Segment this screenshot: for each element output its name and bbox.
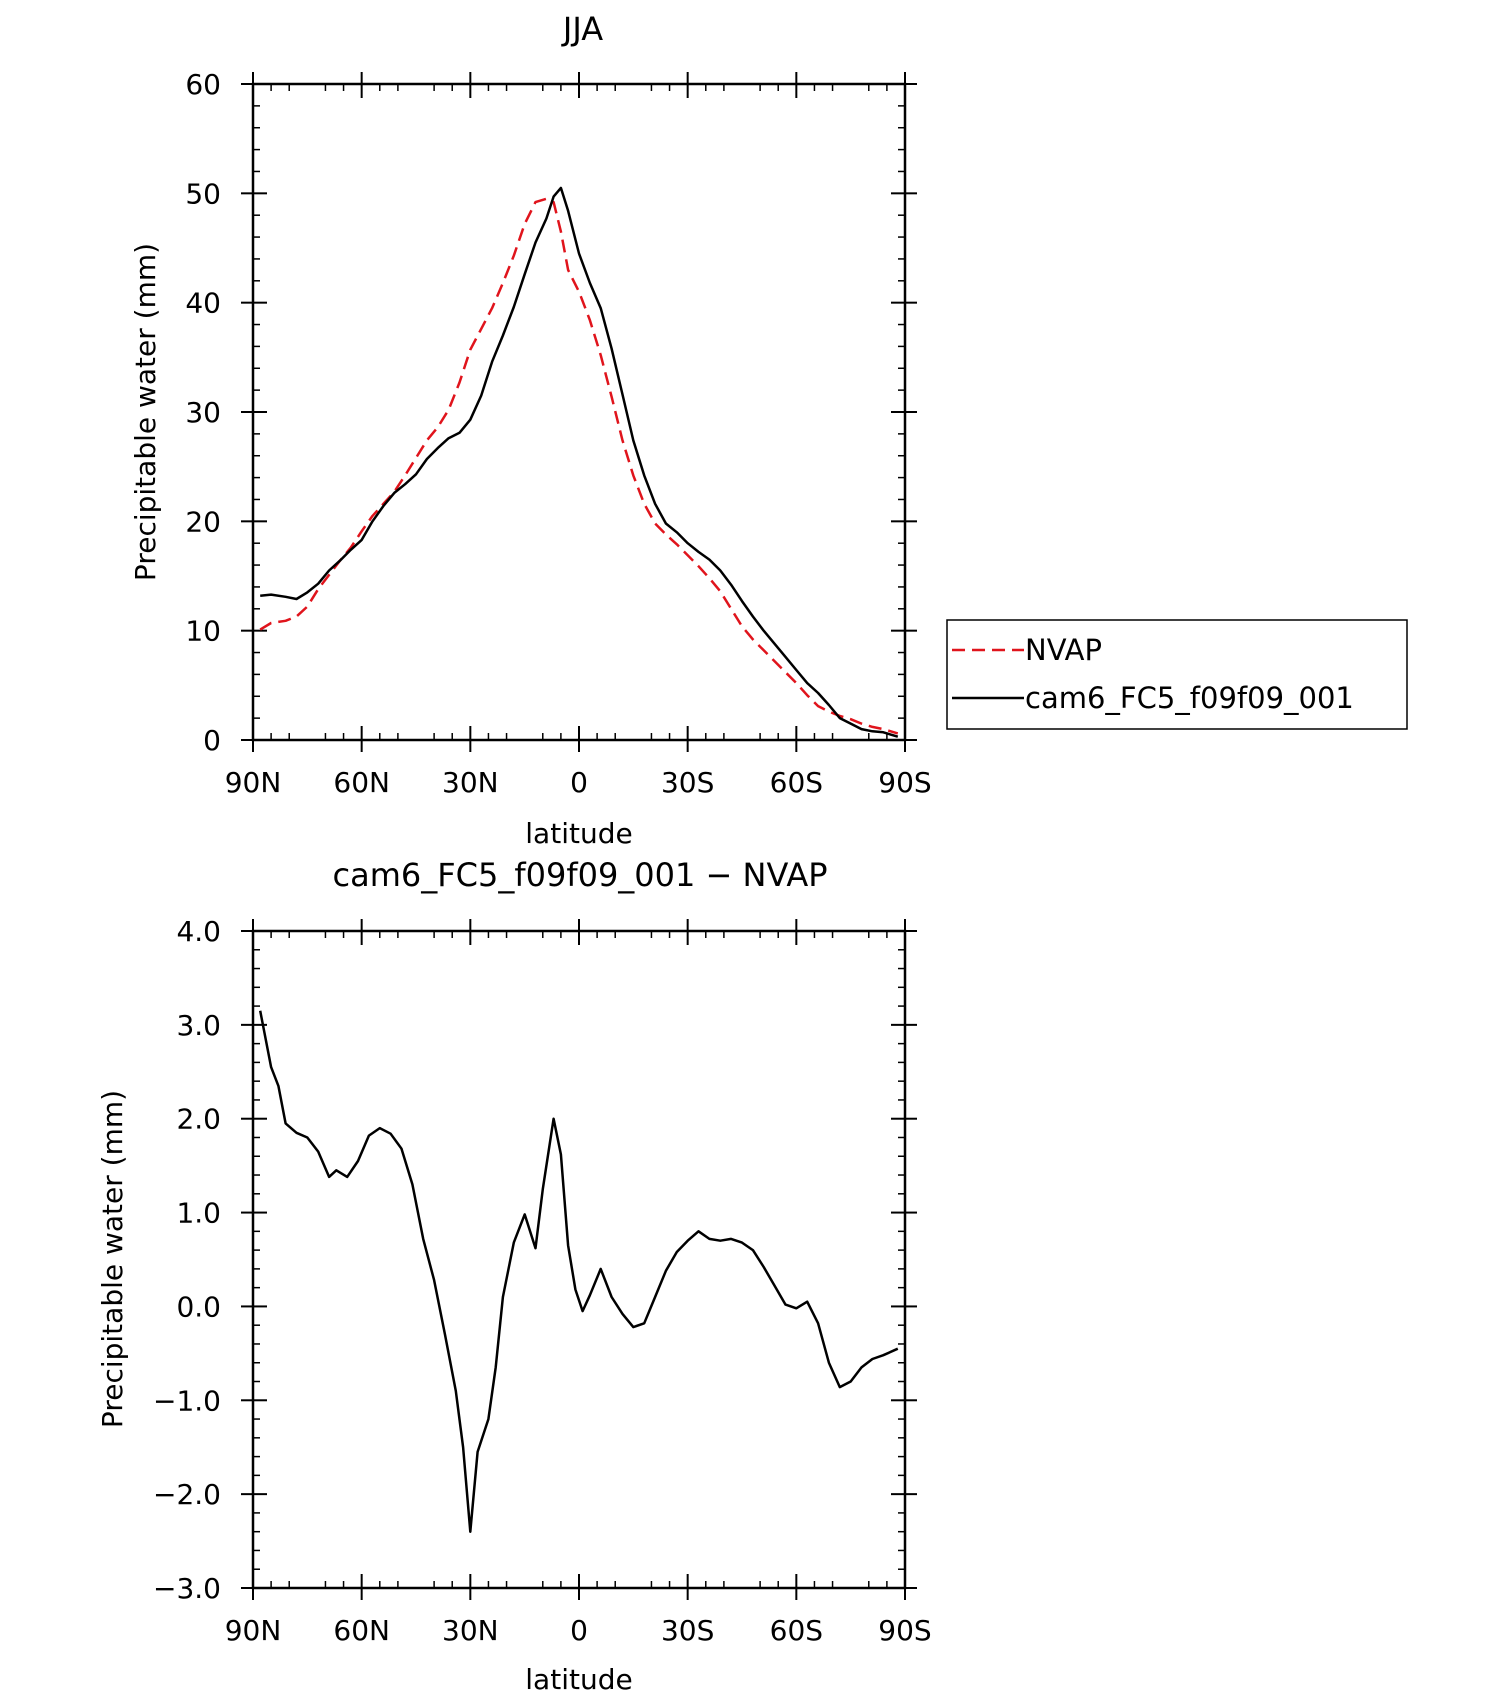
x-tick-label-30s: 30S	[661, 766, 714, 799]
series-line-difference	[258, 1010, 899, 1533]
y-tick-label-50: 50	[185, 177, 221, 210]
y-tick-label-60: 60	[185, 68, 221, 101]
y-tick-label-4-0: 4.0	[176, 915, 221, 948]
y-axis-label: Precipitable water (mm)	[96, 1090, 129, 1428]
minor-ticks	[253, 84, 905, 740]
x-tick-label-0: 0	[570, 766, 588, 799]
major-ticks	[241, 72, 917, 752]
x-tick-label-30s: 30S	[661, 1614, 714, 1647]
y-tick-label-20: 20	[185, 505, 221, 538]
x-axis-label: latitude	[525, 817, 632, 850]
series-line-nvap	[259, 197, 899, 735]
x-tick-label-90n: 90N	[225, 1614, 282, 1647]
y-axis-label: Precipitable water (mm)	[129, 243, 162, 581]
y-tick-label-2-0: −2.0	[153, 1478, 221, 1511]
y-tick-label-3-0: −3.0	[153, 1572, 221, 1605]
series-lines	[259, 186, 899, 738]
y-tick-label-0-0: 0.0	[176, 1290, 221, 1323]
plot-frame	[251, 929, 907, 1590]
tick-labels: 90N 60N 30N 0 30S 60S 90S 0 10 20 30 40 50 60	[185, 68, 931, 799]
legend-label-cam6: cam6_FC5_f09f09_001	[1025, 681, 1354, 715]
x-tick-label-30n: 30N	[442, 1614, 499, 1647]
minor-ticks	[253, 931, 905, 1588]
legend: NVAP cam6_FC5_f09f09_001	[946, 619, 1408, 730]
bottom-chart: cam6_FC5_f09f09_001 − NVAP 90N 60N 30N 0 30S…	[96, 856, 932, 1693]
x-tick-label-60n: 60N	[333, 1614, 390, 1647]
x-tick-label-90s: 90S	[878, 1614, 931, 1647]
y-tick-label-2-0: 2.0	[176, 1103, 221, 1136]
y-tick-label-0: 0	[203, 724, 221, 757]
major-ticks	[241, 919, 917, 1600]
x-tick-label-90n: 90N	[225, 766, 282, 799]
series-line-cam6-fc5-f09f09-001	[260, 186, 899, 738]
x-tick-label-30n: 30N	[442, 766, 499, 799]
x-tick-label-0: 0	[570, 1614, 588, 1647]
y-tick-label-1-0: 1.0	[176, 1197, 221, 1230]
x-tick-label-60n: 60N	[333, 766, 390, 799]
y-tick-label-1-0: −1.0	[153, 1384, 221, 1417]
tick-labels: 90N 60N 30N 0 30S 60S 90S −3.0 −2.0 −1.0 0.0 1.0 2.0…	[153, 915, 932, 1647]
chart-title: JJA	[561, 10, 603, 48]
y-tick-label-40: 40	[185, 287, 221, 320]
legend-label-nvap: NVAP	[1025, 633, 1102, 667]
chart-title: cam6_FC5_f09f09_001 − NVAP	[332, 856, 827, 894]
x-tick-label-90s: 90S	[878, 766, 931, 799]
top-chart: JJA 90N 60N 30N 0 30S 60S 90S 0 10 20 30 40 50 60 lat…	[129, 10, 1408, 850]
plot-frame	[251, 82, 907, 742]
y-tick-label-10: 10	[185, 615, 221, 648]
x-tick-label-60s: 60S	[770, 766, 823, 799]
y-tick-label-30: 30	[185, 396, 221, 429]
legend-box	[946, 619, 1408, 730]
y-tick-label-3-0: 3.0	[176, 1009, 221, 1042]
x-tick-label-60s: 60S	[770, 1614, 823, 1647]
x-axis-label: latitude	[525, 1663, 632, 1693]
series-lines	[258, 1010, 899, 1533]
